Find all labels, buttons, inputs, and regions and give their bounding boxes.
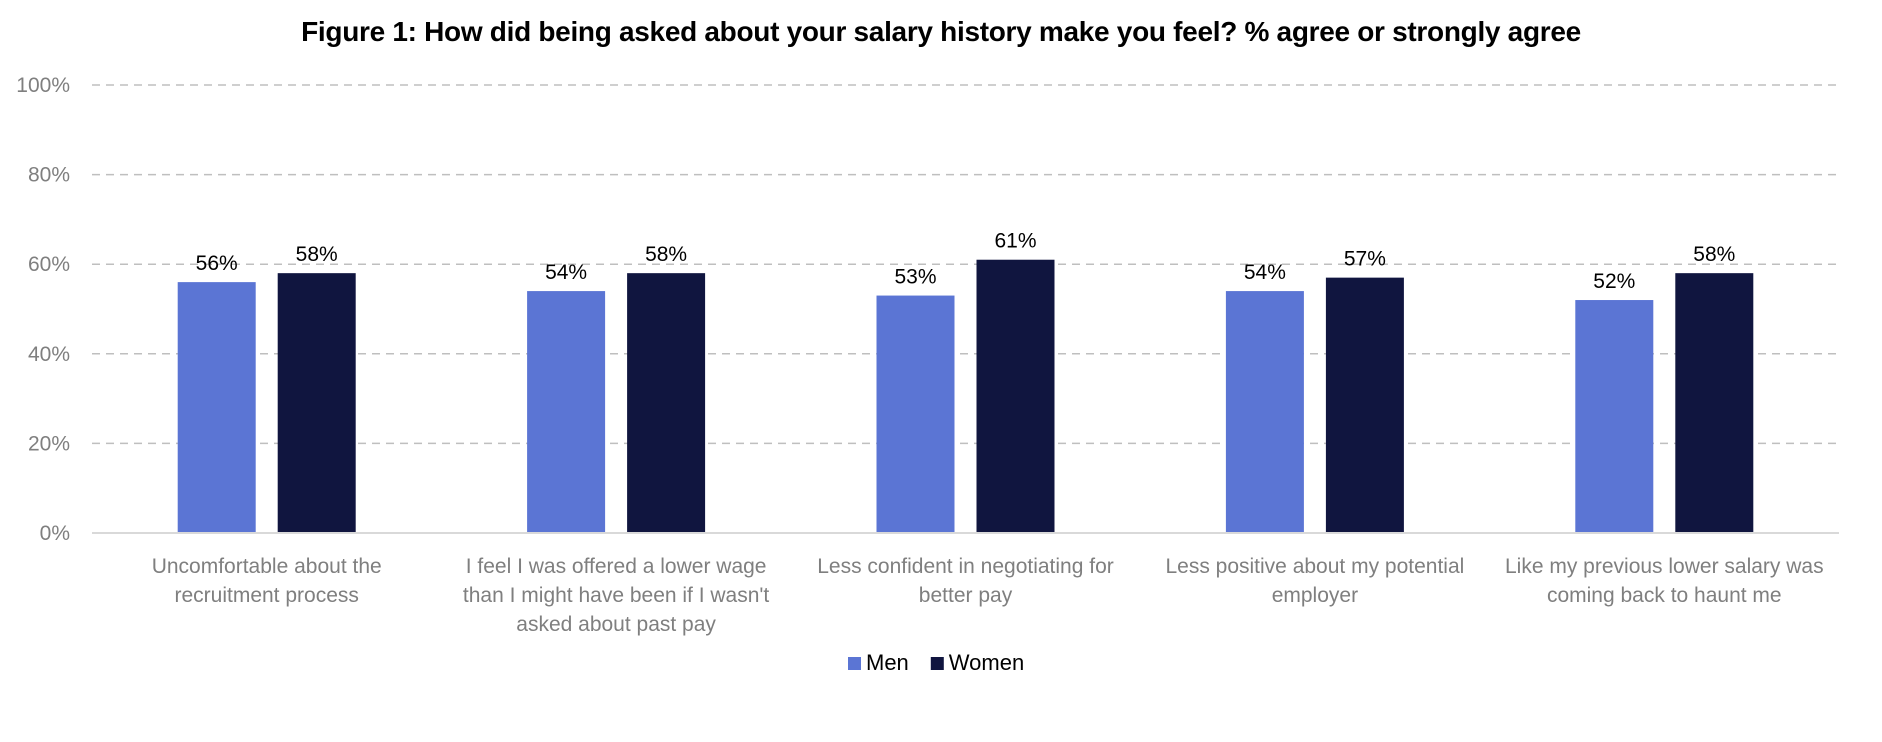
legend-swatch-men: [848, 657, 861, 670]
bar-men: [1575, 300, 1654, 533]
chart-title: Figure 1: How did being asked about your…: [301, 16, 1581, 47]
x-category-label: Like my previous lower salary was coming …: [1505, 555, 1824, 607]
bar-men: [876, 295, 955, 533]
x-category-label: Less confident in negotiating for better …: [817, 555, 1114, 607]
data-label-men: 54%: [1244, 261, 1286, 284]
data-label-women: 61%: [994, 230, 1036, 253]
y-tick-label: 80%: [28, 164, 70, 187]
bar-women: [277, 273, 356, 533]
y-tick-label: 40%: [28, 343, 70, 366]
data-label-women: 58%: [1693, 243, 1735, 266]
x-category-label-line: Less positive about my potential: [1165, 555, 1464, 578]
y-tick-label: 100%: [16, 74, 70, 97]
x-category-label-line: better pay: [919, 584, 1013, 607]
x-category-label-line: employer: [1272, 584, 1358, 607]
x-category-label-line: than I might have been if I wasn't: [463, 584, 770, 607]
x-category-label-line: Less confident in negotiating for: [817, 555, 1114, 578]
x-category-label: Uncomfortable about the recruitment proce…: [152, 555, 382, 607]
bar-men: [1225, 291, 1304, 533]
x-category-label-line: recruitment process: [174, 584, 358, 607]
data-label-men: 56%: [196, 252, 238, 275]
x-category-label-line: Like my previous lower salary was: [1505, 555, 1824, 578]
data-label-women: 58%: [645, 243, 687, 266]
bar-women: [1675, 273, 1754, 533]
y-tick-label: 20%: [28, 432, 70, 455]
bar-men: [527, 291, 606, 533]
x-category-label: I feel I was offered a lower wage than I …: [463, 555, 770, 636]
data-label-men: 52%: [1593, 270, 1635, 293]
x-category-label: Less positive about my potential employer: [1165, 555, 1464, 607]
bar-women: [976, 259, 1055, 533]
y-tick-label: 60%: [28, 253, 70, 276]
bar-women: [1325, 277, 1404, 533]
x-category-label-line: asked about past pay: [516, 613, 716, 636]
bar-women: [627, 273, 706, 533]
data-label-men: 54%: [545, 261, 587, 284]
data-label-women: 57%: [1344, 248, 1386, 271]
legend-label-women: Women: [949, 650, 1024, 675]
x-category-label-line: I feel I was offered a lower wage: [466, 555, 767, 578]
legend-swatch-women: [930, 657, 944, 670]
x-category-label-line: Uncomfortable about the: [152, 555, 382, 578]
legend-label-men: Men: [866, 650, 909, 675]
y-tick-label: 0%: [40, 522, 70, 545]
x-category-label-line: coming back to haunt me: [1547, 584, 1782, 607]
bar-men: [177, 282, 256, 533]
data-label-women: 58%: [296, 243, 338, 266]
data-label-men: 53%: [894, 266, 936, 289]
